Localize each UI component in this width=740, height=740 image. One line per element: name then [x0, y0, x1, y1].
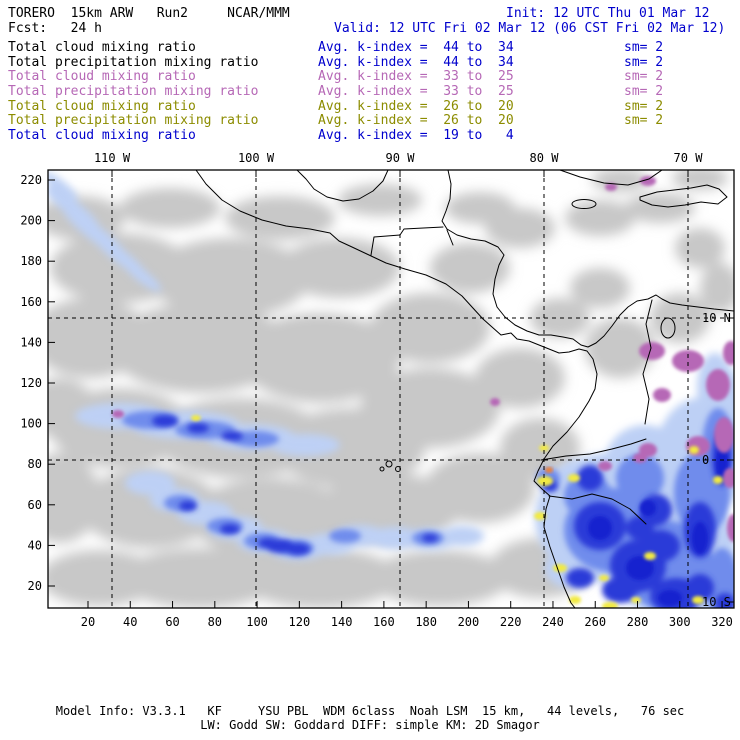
border-guatemala-honduras: [446, 229, 454, 246]
gridx-axis-label: 120: [289, 615, 311, 629]
precip-field-yellow: [191, 415, 723, 608]
jamaica-outline: [571, 199, 597, 209]
gridy-axis-label: 160: [20, 295, 42, 309]
caribbean-coastline: [441, 170, 734, 348]
lat-axis-label: 10 S: [702, 595, 731, 609]
legend-kindex: Avg. k-index = 33 to 25: [318, 83, 514, 99]
cloud-shading: [48, 170, 734, 608]
model-info-line-1: Model Info: V3.3.1 KF YSU PBL WDM 6class…: [55, 704, 685, 718]
gulf-of-mexico-coastline: [296, 170, 389, 202]
plot-header: TORERO 15km ARW Run2 NCAR/MMM Init: 12 U…: [0, 6, 740, 143]
legend-kindex: Avg. k-index = 26 to 20: [318, 98, 514, 114]
border-ecuador-peru: [548, 493, 647, 525]
lon-axis-label: 90 W: [386, 151, 416, 165]
legend-kindex: Avg. k-index = 44 to 34: [318, 40, 514, 56]
legend-sm: sm= 2: [624, 113, 664, 129]
galapagos-island: [385, 460, 393, 468]
legend-row: Total precipitation mixing ratio Avg. k-…: [0, 55, 740, 70]
gridx-axis-label: 220: [500, 615, 522, 629]
title-line-2: Fcst: 24 h Valid: 12 UTC Fri 02 Mar 12 (…: [0, 21, 740, 36]
plot-frame: [47, 169, 735, 609]
gridx-axis-label: 160: [373, 615, 395, 629]
hispaniola-coastline: [639, 184, 728, 208]
gridy-axis-label: 200: [20, 214, 42, 228]
lon-axis-label: 70 W: [674, 151, 704, 165]
lon-axis-label: 80 W: [530, 151, 560, 165]
coastlines: [195, 170, 734, 608]
galapagos-island: [395, 466, 401, 472]
model-info-line-2: LW: Godd SW: Goddard DIFF: simple KM: 2D…: [200, 718, 540, 732]
legend-row: Total cloud mixing ratio Avg. k-index = …: [0, 40, 740, 55]
legend-sm: sm= 2: [624, 83, 664, 99]
legend-label: Total cloud mixing ratio: [8, 127, 196, 143]
legend-sm: sm= 2: [624, 69, 664, 85]
legend-sm: sm= 2: [624, 98, 664, 114]
gridx-axis-label: 180: [415, 615, 437, 629]
gridy-axis-label: 80: [28, 457, 42, 471]
gridy-axis-label: 140: [20, 335, 42, 349]
gridy-axis-label: 100: [20, 417, 42, 431]
border-mexico-guatemala: [370, 226, 444, 256]
legend-sm: sm= 2: [624, 40, 664, 56]
title-line-1: TORERO 15km ARW Run2 NCAR/MMM Init: 12 U…: [0, 6, 740, 21]
legend-label: Total precipitation mixing ratio: [8, 83, 259, 99]
gridx-axis-label: 140: [331, 615, 353, 629]
legend-label: Total cloud mixing ratio: [8, 98, 196, 114]
legend-row: Total precipitation mixing ratio Avg. k-…: [0, 84, 740, 99]
legend-label: Total cloud mixing ratio: [8, 69, 196, 85]
gridx-axis-label: 260: [584, 615, 606, 629]
gridy-axis-label: 220: [20, 173, 42, 187]
legend-row: Total precipitation mixing ratio Avg. k-…: [0, 113, 740, 128]
legend-row: Total cloud mixing ratio Avg. k-index = …: [0, 128, 740, 143]
gridy-axis-label: 120: [20, 376, 42, 390]
legend-label: Total precipitation mixing ratio: [8, 54, 259, 70]
gridx-axis-label: 240: [542, 615, 564, 629]
gridx-axis-label: 20: [81, 615, 95, 629]
model-map: 110 W 100 W 90 W 80 W 70 W 20 40 60 80 100 120 140 1…: [20, 151, 735, 629]
forecast-hour: Fcst: 24 h: [8, 20, 102, 36]
gridx-axis-label: 280: [627, 615, 649, 629]
legend-kindex: Avg. k-index = 26 to 20: [318, 113, 514, 129]
lat-axis-label: 10 N: [702, 311, 731, 325]
init-time: Init: 12 UTC Thu 01 Mar 12: [506, 6, 710, 21]
galapagos-island: [379, 466, 385, 472]
gridx-axis-label: 80: [208, 615, 222, 629]
pacific-coastline: [195, 170, 598, 608]
gridx-axis-label: 200: [458, 615, 480, 629]
legend-kindex: Avg. k-index = 19 to 4: [318, 127, 514, 143]
lon-axis-label: 100 W: [238, 151, 275, 165]
border-colombia-venezuela: [642, 299, 653, 425]
legend-kindex: Avg. k-index = 44 to 34: [318, 54, 514, 70]
cloud-field-gray: [48, 170, 734, 608]
legend-row: Total cloud mixing ratio Avg. k-index = …: [0, 69, 740, 84]
gridx-axis-label: 100: [246, 615, 268, 629]
cuba-coastline: [559, 170, 663, 186]
map-panel: 110 W 100 W 90 W 80 W 70 W 20 40 60 80 100 120 140 1…: [0, 148, 740, 640]
precip-field-orange: [545, 467, 553, 473]
legend-sm: sm= 2: [624, 54, 664, 70]
legend-kindex: Avg. k-index = 33 to 25: [318, 69, 514, 85]
legend-label: Total precipitation mixing ratio: [8, 113, 259, 129]
model-info-footer: Model Info: V3.3.1 KF YSU PBL WDM 6class…: [0, 704, 740, 732]
gridx-axis-label: 60: [165, 615, 179, 629]
lake-maracaibo-outline: [660, 317, 676, 339]
gridy-axis-label: 20: [28, 579, 42, 593]
gridy-axis-label: 180: [20, 254, 42, 268]
gridx-axis-label: 40: [123, 615, 137, 629]
gridx-axis-label: 320: [711, 615, 733, 629]
gridy-axis-label: 60: [28, 498, 42, 512]
model-run-title: TORERO 15km ARW Run2 NCAR/MMM: [8, 6, 290, 21]
axes-and-gridlines: 110 W 100 W 90 W 80 W 70 W 20 40 60 80 100 120 140 1…: [20, 151, 734, 629]
legend-label: Total cloud mixing ratio: [8, 40, 196, 56]
border-colombia-ecuador: [540, 438, 647, 461]
valid-time: Valid: 12 UTC Fri 02 Mar 12 (06 CST Fri …: [334, 20, 726, 36]
gridy-axis-label: 40: [28, 538, 42, 552]
legend-row: Total cloud mixing ratio Avg. k-index = …: [0, 99, 740, 114]
gridx-axis-label: 300: [669, 615, 691, 629]
lon-axis-label: 110 W: [94, 151, 131, 165]
